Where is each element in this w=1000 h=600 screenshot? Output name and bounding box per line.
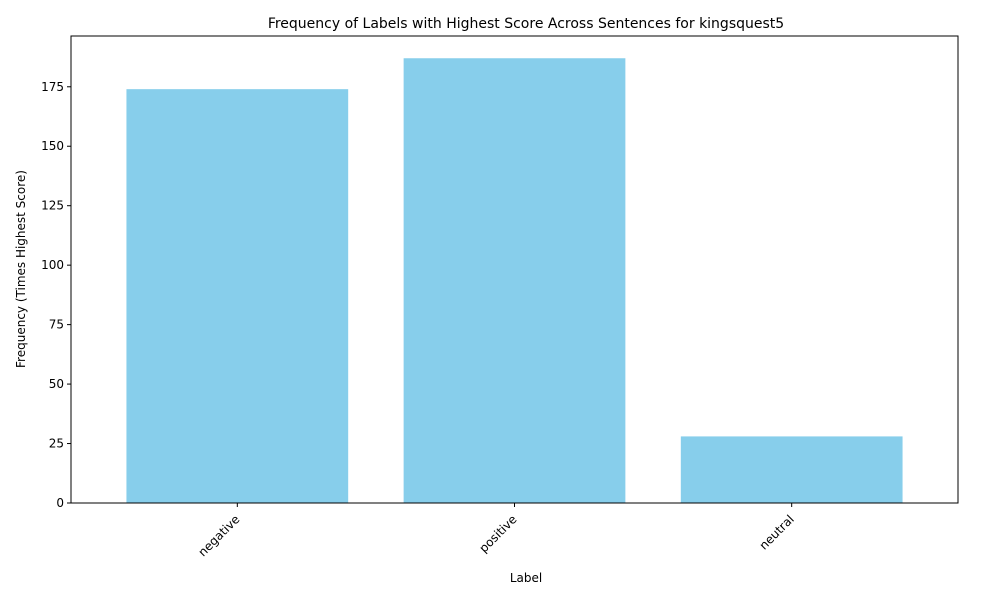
y-tick-label: 25 [49, 437, 64, 451]
y-tick-label: 175 [41, 80, 64, 94]
bar-positive [403, 58, 626, 503]
bar-negative [126, 89, 349, 503]
y-axis-label: Frequency (Times Highest Score) [14, 170, 28, 368]
y-tick-label: 75 [49, 318, 64, 332]
x-axis-label: Label [510, 571, 542, 585]
y-tick-label: 150 [41, 139, 64, 153]
chart-title: Frequency of Labels with Highest Score A… [268, 16, 784, 32]
y-tick-label: 100 [41, 258, 64, 272]
y-tick-label: 125 [41, 199, 64, 213]
y-tick-label: 50 [49, 377, 64, 391]
y-tick-label: 0 [56, 496, 64, 510]
bars-group [126, 58, 903, 503]
y-ticks-group: 0 25 50 75 100 125 150 175 [41, 80, 71, 510]
bar-neutral [680, 436, 903, 503]
plot-frame [70, 35, 959, 504]
